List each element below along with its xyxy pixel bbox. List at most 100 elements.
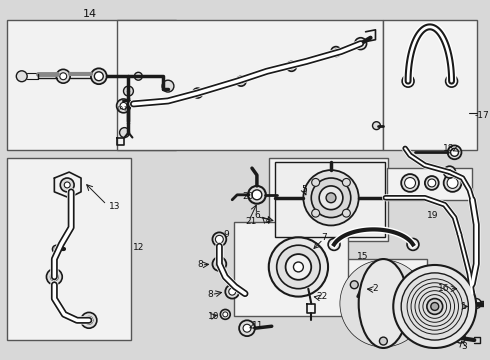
Circle shape [229,288,236,295]
Circle shape [64,182,70,188]
Circle shape [409,281,416,289]
Bar [387,168,472,200]
Circle shape [213,232,226,246]
Circle shape [401,273,468,340]
Circle shape [307,283,315,291]
Circle shape [286,254,311,280]
Text: 4: 4 [265,217,270,226]
Circle shape [343,209,350,217]
Circle shape [195,91,200,95]
Bar [383,20,477,150]
Circle shape [443,174,462,192]
Circle shape [303,170,359,225]
Circle shape [216,261,223,267]
Circle shape [372,122,380,130]
Text: 14: 14 [83,9,97,19]
Circle shape [355,38,367,50]
Circle shape [447,177,458,188]
Circle shape [216,235,223,243]
Text: 1: 1 [461,302,466,311]
Circle shape [402,75,414,87]
Circle shape [248,186,266,204]
Circle shape [91,68,107,84]
Circle shape [311,178,351,217]
Circle shape [252,190,262,200]
Bar [7,20,176,150]
Circle shape [353,292,363,302]
Circle shape [287,62,296,71]
Text: 2: 2 [372,284,378,293]
Text: 12: 12 [133,243,145,252]
Text: 8: 8 [207,290,213,299]
Circle shape [243,324,251,332]
Bar [234,221,348,316]
Circle shape [431,302,439,310]
Circle shape [117,99,130,113]
Text: 16: 16 [438,284,449,293]
Circle shape [379,337,387,345]
Circle shape [405,177,416,188]
Bar [275,162,385,237]
Circle shape [134,72,142,80]
Ellipse shape [359,259,408,348]
Circle shape [16,71,27,82]
Circle shape [225,285,239,298]
Circle shape [350,281,358,289]
Circle shape [471,298,481,309]
Circle shape [123,86,133,96]
Circle shape [331,46,341,57]
Circle shape [220,310,230,319]
Text: -17: -17 [474,111,489,120]
Circle shape [81,312,97,328]
Circle shape [443,166,456,178]
Circle shape [239,320,255,336]
Text: 9: 9 [223,230,229,239]
Text: 20: 20 [242,192,253,201]
Text: 18: 18 [442,144,454,153]
Circle shape [326,193,336,203]
Circle shape [213,257,226,271]
Bar [117,20,383,150]
Circle shape [425,176,439,190]
Circle shape [120,128,129,138]
Circle shape [294,262,303,272]
Circle shape [312,179,319,186]
Circle shape [401,174,419,192]
Text: [A]: [A] [118,105,127,111]
Circle shape [428,179,436,187]
Circle shape [445,75,458,87]
Text: 22: 22 [316,292,327,301]
Circle shape [60,178,74,192]
Circle shape [277,245,320,289]
Circle shape [95,72,103,81]
Circle shape [312,209,319,217]
Circle shape [427,298,442,314]
Circle shape [269,237,328,297]
Circle shape [52,245,60,253]
Circle shape [239,79,244,84]
Circle shape [162,80,174,92]
Circle shape [407,238,419,250]
Circle shape [340,260,427,347]
Text: 19: 19 [427,211,439,220]
Circle shape [451,148,459,156]
Text: 15: 15 [357,252,368,261]
Circle shape [447,145,462,159]
Bar [7,158,131,340]
Circle shape [289,64,294,69]
Circle shape [120,103,127,109]
Circle shape [461,288,472,300]
Bar [324,259,427,301]
Circle shape [193,88,202,98]
Text: 11: 11 [252,321,264,330]
Circle shape [223,312,228,317]
Circle shape [328,238,340,250]
Circle shape [56,69,70,83]
Text: 7: 7 [321,233,327,242]
Circle shape [47,269,62,285]
Circle shape [456,333,466,343]
Circle shape [60,73,67,80]
Text: 21: 21 [245,217,256,226]
Text: 3: 3 [462,342,467,351]
Circle shape [393,265,476,348]
